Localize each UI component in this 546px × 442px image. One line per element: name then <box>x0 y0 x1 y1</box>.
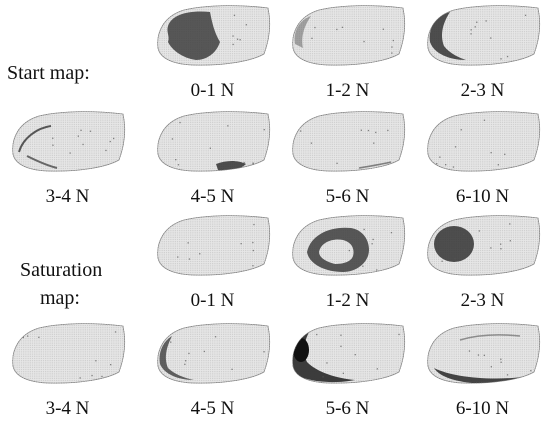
force-range-caption: 3-4 N <box>45 398 90 419</box>
map-surface <box>292 323 406 384</box>
start-map-panel: 3-4 N <box>5 108 130 213</box>
saturation-map-label-line2: map: <box>40 287 80 309</box>
start-map-panel: 0-1 N <box>150 2 275 107</box>
surface-map-image <box>12 323 126 384</box>
map-surface <box>12 323 126 384</box>
surface-map-image <box>427 111 541 172</box>
start-map-panel: 6-10 N <box>420 108 545 213</box>
force-range-caption: 2-3 N <box>460 290 505 311</box>
pressure-region <box>22 330 117 379</box>
surface-map-image <box>12 111 126 172</box>
force-range-caption: 0-1 N <box>190 80 235 101</box>
map-surface <box>157 111 271 172</box>
pressure-region <box>434 223 511 262</box>
surface-map-image <box>292 111 406 172</box>
force-range-caption: 4-5 N <box>190 398 235 419</box>
saturation-map-panel: 4-5 N <box>150 320 275 425</box>
map-surface <box>427 5 541 66</box>
map-surface <box>427 111 541 172</box>
force-range-caption: 3-4 N <box>45 186 90 207</box>
saturation-map-panel: 3-4 N <box>5 320 130 425</box>
surface-map-image <box>157 323 271 384</box>
surface-map-image <box>157 111 271 172</box>
saturation-map-panel: 1-2 N <box>285 212 410 317</box>
saturation-map-panel: 6-10 N <box>420 320 545 425</box>
force-range-caption: 5-6 N <box>325 398 370 419</box>
pressure-region <box>436 119 506 168</box>
force-range-caption: 0-1 N <box>190 290 235 311</box>
saturation-map-label-line1: Saturation <box>20 259 103 281</box>
surface-map-image <box>292 215 406 276</box>
force-range-caption: 5-6 N <box>325 186 370 207</box>
map-surface <box>157 323 271 384</box>
map-surface <box>292 111 406 172</box>
map-surface <box>292 5 406 66</box>
surface-map-image <box>427 5 541 66</box>
surface-map-image <box>427 323 541 384</box>
surface-map-image <box>292 5 406 66</box>
surface-map-image <box>157 215 271 276</box>
surface-map-image <box>292 323 406 384</box>
start-map-panel: 5-6 N <box>285 108 410 213</box>
pressure-region <box>307 227 399 273</box>
force-range-caption: 1-2 N <box>325 80 370 101</box>
saturation-map-panel: 2-3 N <box>420 212 545 317</box>
force-range-caption: 6-10 N <box>455 398 510 419</box>
start-map-panel: 4-5 N <box>150 108 275 213</box>
force-range-caption: 1-2 N <box>325 290 370 311</box>
pressure-region <box>429 12 527 60</box>
surface-map-image <box>157 5 271 66</box>
start-map-panel: 2-3 N <box>420 2 545 107</box>
map-surface <box>12 111 126 172</box>
surface-map-image <box>427 215 541 276</box>
start-map-label: Start map: <box>7 62 90 84</box>
force-range-caption: 4-5 N <box>190 186 235 207</box>
pressure-region <box>18 125 115 169</box>
start-map-panel: 1-2 N <box>285 2 410 107</box>
map-surface <box>157 215 271 276</box>
saturation-map-panel: 5-6 N <box>285 320 410 425</box>
force-range-caption: 2-3 N <box>460 80 505 101</box>
saturation-map-panel: 0-1 N <box>150 212 275 317</box>
map-surface <box>427 323 541 384</box>
pressure-region <box>294 16 394 59</box>
force-range-caption: 6-10 N <box>455 186 510 207</box>
